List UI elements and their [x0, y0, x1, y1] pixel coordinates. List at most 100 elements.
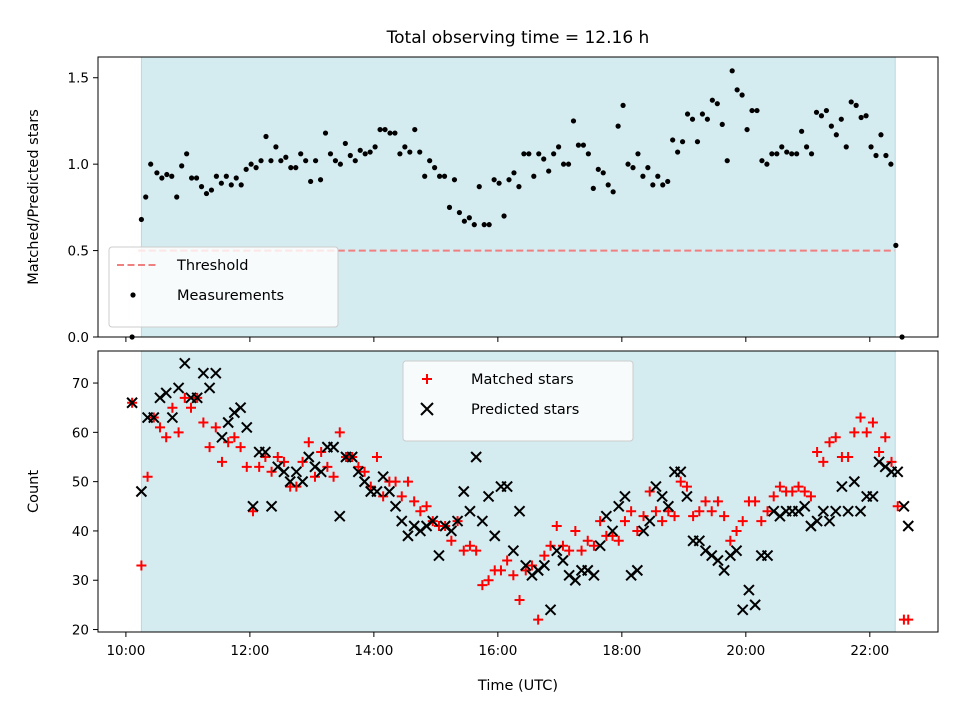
matched-star-point	[260, 451, 271, 462]
matched-star-point	[576, 545, 587, 556]
measurement-point	[754, 107, 760, 114]
predicted-star-point	[644, 515, 656, 527]
predicted-star-point	[346, 451, 358, 463]
y-tick-label: 60	[72, 425, 89, 441]
measurement-point	[635, 151, 641, 157]
measurement-point	[843, 144, 849, 150]
predicted-star-point	[216, 431, 228, 443]
measurement-point	[645, 165, 651, 171]
measurement-point	[303, 158, 309, 164]
measurement-point	[496, 180, 502, 186]
predicted-star-point	[891, 466, 904, 478]
measurement-point	[650, 182, 656, 188]
predicted-star-point	[234, 401, 247, 414]
measurement-point	[570, 118, 577, 124]
measurement-point	[451, 177, 458, 183]
measurement-point	[174, 194, 180, 200]
matched-star-point	[502, 555, 513, 566]
measurement-point	[203, 190, 210, 197]
matched-star-point	[830, 432, 841, 443]
axes-frame	[97, 56, 939, 338]
measurement-point	[148, 161, 154, 167]
measurement-point	[367, 149, 373, 155]
predicted-star-point	[520, 559, 532, 572]
matched-star-point	[390, 476, 401, 487]
matched-star-point	[396, 491, 407, 502]
measurement-point	[699, 111, 706, 117]
measurement-point	[769, 151, 775, 157]
matched-star-point	[892, 501, 903, 512]
measurement-point	[461, 218, 467, 224]
measurement-point	[868, 144, 874, 150]
measurement-point	[828, 123, 834, 129]
matched-star-point	[185, 402, 196, 413]
matched-star-point	[762, 506, 773, 517]
measurement-point	[541, 156, 547, 162]
matched-star-point	[247, 506, 258, 517]
matched-star-point	[700, 496, 711, 507]
matched-star-point	[799, 486, 810, 497]
matched-star-point	[458, 545, 469, 556]
matched-star-point	[495, 565, 506, 576]
predicted-star-point	[352, 466, 365, 478]
predicted-star-point	[265, 500, 278, 512]
measurement-point	[387, 130, 393, 136]
measurement-point	[138, 216, 144, 223]
predicted-star-point	[675, 466, 687, 478]
matched-star-point	[254, 461, 265, 472]
predicted-star-point	[135, 485, 148, 498]
x-tick-label: 12:00	[230, 643, 269, 659]
matched-star-point	[619, 516, 630, 527]
predicted-star-point	[619, 490, 631, 503]
matched-star-point	[737, 516, 748, 527]
measurement-point	[471, 222, 477, 228]
matched-star-point	[694, 506, 705, 517]
matched-star-point	[774, 481, 785, 492]
matched-star-point	[526, 560, 537, 571]
y-tick-label: 1.5	[68, 71, 89, 87]
matched-star-point	[867, 417, 878, 428]
measurement-point	[357, 147, 363, 153]
matched-star-point	[638, 511, 649, 522]
ratio-panel: 0.0 0.5 1.0 1.5 Matched/Predicted stars Thres…	[26, 56, 939, 346]
predicted-star-point	[600, 510, 613, 522]
matched-star-point	[768, 491, 779, 502]
measurement-point	[432, 165, 438, 171]
y-tick-label: 40	[72, 524, 89, 540]
measurement-point	[441, 173, 448, 179]
legend-label: Measurements	[177, 288, 284, 304]
y-tick-label: 1.0	[68, 157, 89, 173]
matched-star-point	[539, 550, 550, 561]
series-1	[129, 68, 905, 340]
predicted-star-point	[371, 485, 383, 498]
legend-box	[402, 360, 634, 442]
predicted-star-point	[179, 357, 191, 370]
y-tick-label: 0.0	[68, 330, 89, 346]
matched-star-point	[613, 535, 624, 546]
measurement-point	[511, 170, 517, 176]
measurement-point	[233, 175, 239, 181]
measurement-point	[848, 99, 854, 105]
measurement-point	[412, 126, 418, 133]
matched-star-point	[297, 456, 308, 467]
predicted-star-point	[197, 367, 210, 379]
predicted-star-point	[464, 505, 476, 517]
predicted-star-point	[259, 446, 272, 458]
predicted-star-point	[247, 500, 259, 512]
measurement-point	[491, 177, 497, 183]
measurement-point	[377, 126, 383, 133]
measurement-point	[585, 151, 591, 157]
predicted-star-point	[656, 490, 668, 503]
predicted-star-point	[241, 421, 253, 434]
measurement-point	[799, 128, 805, 134]
measurement-point	[536, 151, 542, 157]
measurement-point	[402, 144, 408, 150]
measurement-point	[615, 123, 621, 129]
matched-star-point	[378, 491, 389, 502]
measurement-point	[501, 213, 507, 219]
measurement-point	[679, 139, 686, 145]
predicted-star-point	[377, 471, 389, 483]
matched-star-point	[167, 402, 178, 413]
predicted-star-point	[811, 515, 823, 527]
measurement-point	[630, 165, 636, 171]
